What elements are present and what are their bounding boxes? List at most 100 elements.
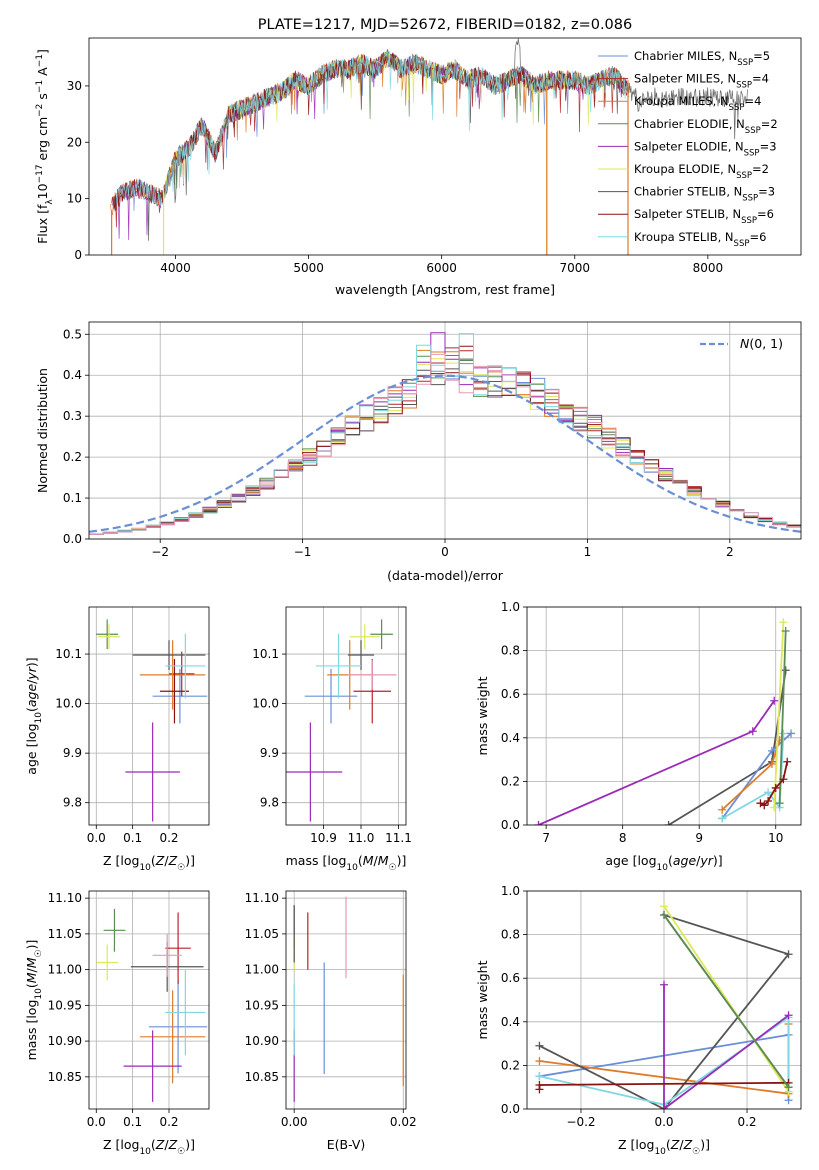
- weight-marker: [535, 1072, 544, 1081]
- y-tick-label: 0.8: [501, 644, 520, 658]
- data-point: [132, 640, 206, 670]
- y-tick-label: 1.0: [501, 600, 520, 614]
- x-tick-label: 11.0: [348, 831, 375, 845]
- y-axis-label-part: Normed distribution: [35, 368, 50, 493]
- data-point: [96, 619, 119, 650]
- weight-marker: [767, 759, 776, 768]
- y-tick-label: 11.10: [48, 891, 82, 905]
- legend-label-part: SSP: [734, 239, 750, 249]
- x-axis-label-part: (: [666, 1137, 671, 1152]
- y-tick-label: 11.05: [245, 927, 279, 941]
- y-tick-label: 9.8: [260, 796, 279, 810]
- y-axis-label-part: mass [log: [24, 1000, 39, 1061]
- x-tick-label: 0.02: [390, 1115, 417, 1129]
- y-tick-label: 10.85: [245, 1070, 279, 1084]
- legend-label: Chabrier STELIB, NSSP=3: [634, 185, 775, 204]
- x-tick-label: 11.1: [385, 831, 412, 845]
- y-axis-label-part: erg cm: [35, 117, 50, 165]
- legend-label-part: SSP: [745, 126, 761, 136]
- x-axis-label-part: /: [374, 853, 379, 868]
- legend-label: Kroupa MILES, NSSP=4: [634, 94, 761, 113]
- legend-label-part: =6: [749, 230, 766, 244]
- x-axis-label-part: Z: [168, 853, 178, 868]
- weight-marker: [535, 1081, 544, 1090]
- plot-area: [89, 332, 801, 535]
- y-axis-label-part: Flux [f: [35, 204, 50, 244]
- weight-marker: [535, 1057, 544, 1066]
- legend-label: Chabrier ELODIE, NSSP=2: [634, 117, 778, 136]
- x-axis-label-part: Z [log: [103, 1137, 139, 1152]
- legend-label-part: =5: [753, 49, 770, 63]
- weight-marker: [770, 696, 779, 705]
- x-tick-label: 9: [695, 831, 703, 845]
- legend-label: Chabrier MILES, NSSP=5: [634, 49, 770, 68]
- y-axis-label-part: −17: [35, 164, 45, 183]
- y-axis-label-part: M: [24, 957, 39, 968]
- y-axis-label-part: −1: [35, 80, 45, 93]
- data-point: [139, 990, 206, 1084]
- y-tick-label: 10.1: [55, 647, 82, 661]
- data-point: [349, 624, 380, 650]
- legend-label: Kroupa STELIB, NSSP=6: [634, 230, 766, 249]
- legend-label: Kroupa ELODIE, NSSP=2: [634, 162, 769, 181]
- legend-label-part: SSP: [736, 171, 752, 181]
- x-tick-label: 4000: [160, 261, 191, 275]
- weight-marker: [534, 821, 543, 825]
- legend-label-part: SSP: [742, 194, 758, 204]
- data-point: [316, 633, 361, 699]
- x-tick-label: 0.0: [87, 831, 106, 845]
- weight-marker: [784, 1011, 793, 1020]
- data-point: [347, 660, 397, 690]
- panel-residuals: −2 −1 0 1 2 0.0 0.1 0.2 0.3 0.4 0.5 (data-model)/er…: [35, 321, 802, 583]
- x-axis-label: wavelength [Angstrom, rest frame]: [335, 282, 555, 297]
- data-point: [165, 633, 206, 699]
- x-tick-label: 0.0: [654, 1115, 673, 1129]
- weight-series: [660, 980, 793, 1109]
- spectrum-line: [163, 51, 626, 199]
- x-axis-label-part: 10: [346, 863, 358, 873]
- y-tick-label: 0.2: [501, 774, 520, 788]
- data-point: [98, 624, 120, 650]
- y-axis-label-part: age [log: [24, 723, 39, 774]
- y-tick-label: 0.8: [501, 928, 520, 942]
- x-tick-label: 10: [768, 831, 783, 845]
- x-tick-label: 0.00: [281, 1115, 308, 1129]
- x-tick-label: 10.9: [310, 831, 337, 845]
- data-point: [165, 912, 191, 984]
- x-tick-label: −2: [151, 545, 169, 559]
- legend-label: Salpeter MILES, NSSP=4: [634, 72, 769, 91]
- y-tick-label: 0: [74, 248, 82, 262]
- weight-line: [773, 622, 785, 808]
- legend-label-part: SSP: [741, 216, 757, 226]
- y-axis-label-part: (: [24, 983, 39, 988]
- x-axis-label-part: Z: [670, 1137, 680, 1152]
- y-tick-label: 0.4: [501, 1015, 520, 1029]
- weight-marker: [781, 626, 790, 635]
- x-axis-label-part: /: [164, 853, 169, 868]
- x-tick-label: 0.2: [159, 1115, 178, 1129]
- x-tick-label: 0: [441, 545, 449, 559]
- chart-title: PLATE=1217, MJD=52672, FIBERID=0182, z=0…: [258, 17, 632, 33]
- weight-marker: [660, 910, 668, 919]
- y-axis-label-part: age: [24, 684, 39, 708]
- weight-series: [770, 618, 788, 812]
- y-axis-label-part: s: [35, 93, 50, 104]
- x-axis-label-part: (: [358, 853, 363, 868]
- y-axis-label: mass weight: [475, 960, 490, 1039]
- y-tick-label: 0.0: [501, 1102, 520, 1116]
- data-point: [139, 640, 206, 710]
- legend-label: Salpeter STELIB, NSSP=6: [634, 207, 774, 226]
- data-point: [96, 944, 119, 981]
- y-axis-label: age [log10(age/yr)]: [24, 657, 44, 774]
- x-tick-label: −0.2: [566, 1115, 595, 1129]
- data-point: [165, 969, 206, 1056]
- y-axis-label-part: (: [24, 707, 39, 712]
- legend-label-part: SSP: [729, 103, 745, 113]
- y-axis-label-part: 10: [34, 712, 44, 724]
- y-tick-label: 11.05: [48, 927, 82, 941]
- legend-label-part: Kroupa STELIB, N: [634, 230, 734, 244]
- histogram-step: [89, 353, 801, 535]
- weight-marker: [767, 746, 776, 755]
- weight-marker: [770, 803, 779, 812]
